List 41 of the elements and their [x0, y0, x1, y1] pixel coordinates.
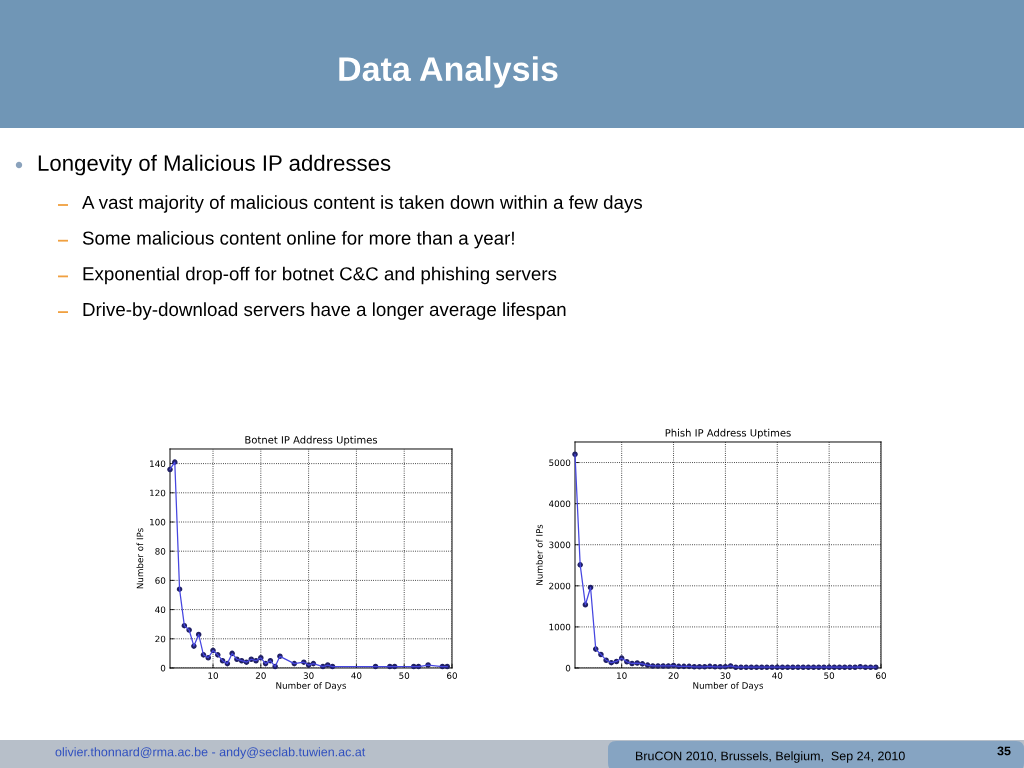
text: olivier.thonnard@rma.ac.be - andy@seclab.tuwien.ac.at: [55, 747, 366, 759]
x-tick-label: 60: [876, 672, 886, 679]
x-tick-label: 40: [772, 672, 783, 679]
x-tick-label: 60: [447, 672, 457, 679]
y-tick-label: 20: [155, 635, 166, 643]
x-tick-label: 50: [399, 672, 410, 679]
text: Data Analysis: [339, 56, 558, 88]
y-tick-label: 140: [150, 460, 166, 468]
text: BruCON 2010, Brussels, Belgium, Sep 24, 2010: [636, 751, 905, 763]
x-tick-label: 20: [255, 672, 266, 679]
chart-title: Phish IP Address Uptimes: [665, 428, 791, 439]
x-tick-label: 40: [351, 672, 362, 679]
y-tick-label: 4000: [548, 500, 571, 508]
y-axis-title: Number of IPs: [136, 528, 144, 589]
text: 35: [997, 746, 1011, 756]
y-axis-title: Number of IPs: [535, 524, 543, 585]
y-tick-label: 3000: [549, 541, 571, 549]
y-tick-label: 0: [565, 664, 571, 672]
x-tick-label: 10: [617, 672, 627, 679]
x-tick-label: 50: [824, 672, 835, 679]
x-tick-label: 30: [720, 672, 731, 679]
y-tick-label: 120: [150, 489, 166, 497]
y-tick-label: 0: [160, 664, 166, 672]
y-tick-label: 2000: [549, 582, 571, 590]
text: Some malicious content online for more than a year!: [82, 230, 514, 249]
x-axis-title: Number of Days: [276, 682, 347, 691]
y-tick-label: 100: [150, 518, 166, 526]
y-tick-label: 60: [155, 577, 166, 584]
x-axis-title: Number of Days: [693, 682, 764, 691]
x-tick-label: 30: [303, 672, 314, 679]
y-tick-label: 40: [155, 606, 166, 614]
x-tick-label: 20: [668, 672, 679, 679]
chart-title: Botnet IP Address Uptimes: [245, 435, 378, 446]
text: A vast majority of malicious content is taken down within a few days: [82, 195, 642, 213]
y-tick-label: 5000: [549, 459, 571, 466]
text: Longevity of Malicious IP addresses: [38, 154, 391, 176]
text: Exponential drop-off for botnet C&C and phishing servers: [83, 266, 557, 285]
text: Drive-by-download servers have a longer average lifespan: [83, 302, 566, 320]
y-tick-label: 80: [155, 548, 166, 555]
x-tick-label: 10: [208, 672, 218, 679]
y-tick-label: 1000: [549, 623, 571, 631]
